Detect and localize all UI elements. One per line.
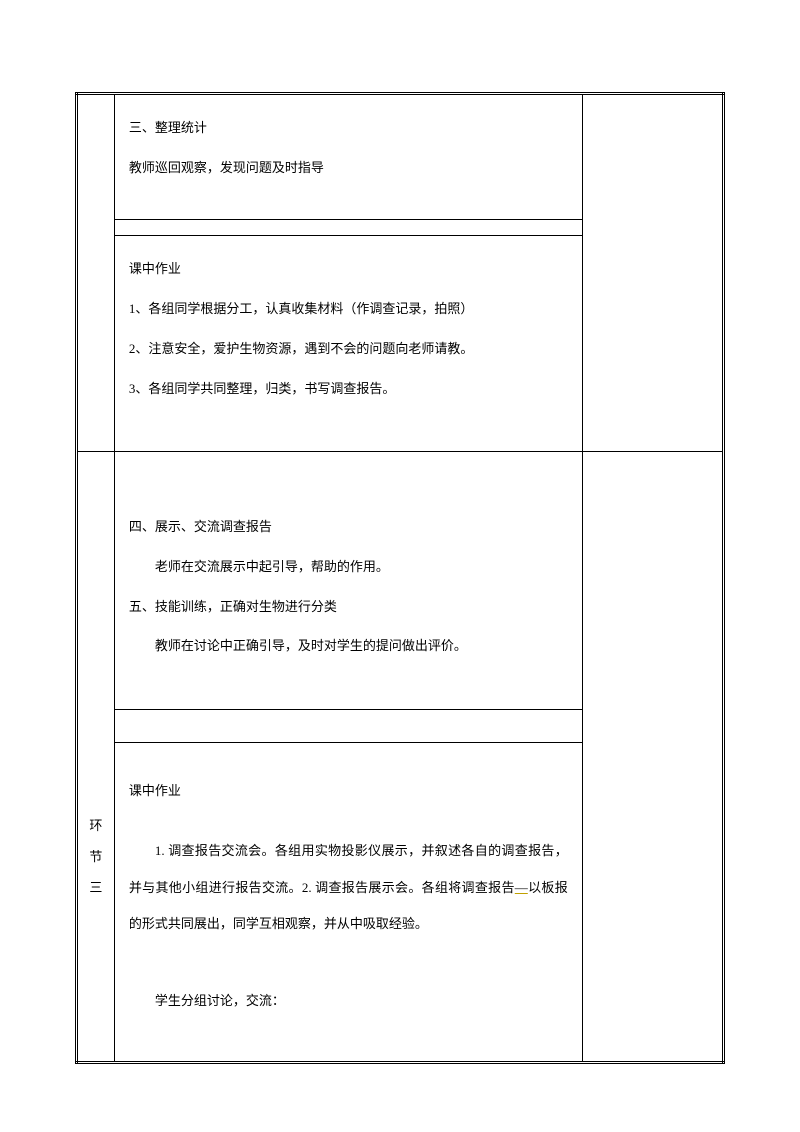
label-char-1: 环 [78,810,114,841]
label-char-2: 节 [78,841,114,872]
section-2-upper-cell: 三、整理统计 教师巡回观察，发现问题及时指导 [114,94,582,236]
section-3-lower-cell: 课中作业 1. 调查报告交流会。各组用实物投影仪展示，并叙述各自的调查报告，并与… [114,743,582,1063]
label-char-3: 三 [78,872,114,903]
homework-2-item-3: 3、各组同学共同整理，归类，书写调查报告。 [129,372,568,406]
section-3-desc-5: 教师在讨论中正确引导，及时对学生的提问做出评价。 [129,629,568,663]
para-underline: — [515,880,528,895]
section-3-upper-cell: 四、展示、交流调查报告 老师在交流展示中起引导，帮助的作用。 五、技能训练，正确… [114,451,582,742]
section-2-lower-content: 课中作业 1、各组同学根据分工，认真收集材料（作调查记录，拍照） 2、注意安全，… [115,236,582,427]
section-3-title-4: 四、展示、交流调查报告 [129,510,568,544]
homework-2-item-2: 2、注意安全，爱护生物资源，遇到不会的问题向老师请教。 [129,332,568,366]
section-3-label-cell: 环 节 三 [77,451,115,1062]
section-3-label: 环 节 三 [78,810,114,904]
homework-3-paragraph: 1. 调查报告交流会。各组用实物投影仪展示，并叙述各自的调查报告，并与其他小组进… [129,833,568,942]
lesson-plan-table: 三、整理统计 教师巡回观察，发现问题及时指导 课中作业 1、各组同学根据分工，认… [75,92,725,1064]
homework-2-item-1: 1、各组同学根据分工，认真收集材料（作调查记录，拍照） [129,292,568,326]
section-2-right-cell [582,94,723,452]
section-2-label-cell [77,94,115,452]
section-2-upper-content: 三、整理统计 教师巡回观察，发现问题及时指导 [115,95,582,220]
section-2-desc: 教师巡回观察，发现问题及时指导 [129,151,568,185]
discuss-line: 学生分组讨论，交流： [129,983,568,1019]
section-3-lower-content: 课中作业 1. 调查报告交流会。各组用实物投影仪展示，并叙述各自的调查报告，并与… [115,743,582,1035]
section-2-lower-cell: 课中作业 1、各组同学根据分工，认真收集材料（作调查记录，拍照） 2、注意安全，… [114,236,582,452]
section-3-right-cell [582,451,723,1062]
section-3-title-5: 五、技能训练，正确对生物进行分类 [129,590,568,624]
section-3-desc-4: 老师在交流展示中起引导，帮助的作用。 [129,550,568,584]
homework-3-title: 课中作业 [129,773,568,809]
section-3-upper-content: 四、展示、交流调查报告 老师在交流展示中起引导，帮助的作用。 五、技能训练，正确… [115,452,582,710]
homework-2-title: 课中作业 [129,252,568,286]
para-pre: 1. 调查报告交流会。各组用实物投影仪展示，并叙述各自的调查报告，并与其他小组进… [129,843,568,894]
section-2-title: 三、整理统计 [129,111,568,145]
